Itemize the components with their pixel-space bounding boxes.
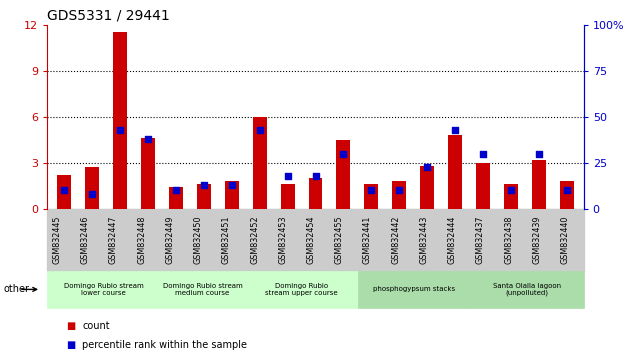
Text: GSM832439: GSM832439 [533, 216, 541, 264]
Point [506, 188, 516, 193]
Bar [448, 135, 462, 209]
Bar [57, 175, 71, 209]
Text: GDS5331 / 29441: GDS5331 / 29441 [47, 8, 170, 22]
Text: ■: ■ [66, 340, 76, 350]
Point [367, 188, 377, 193]
Text: Domingo Rubio
stream upper course: Domingo Rubio stream upper course [265, 283, 338, 296]
Text: GSM832451: GSM832451 [222, 216, 231, 264]
Text: GSM832446: GSM832446 [81, 216, 90, 264]
Text: percentile rank within the sample: percentile rank within the sample [82, 340, 247, 350]
Text: GSM832448: GSM832448 [137, 216, 146, 264]
Point [59, 188, 69, 193]
Text: GSM832438: GSM832438 [504, 216, 513, 264]
Text: GSM832437: GSM832437 [476, 216, 485, 264]
Point [283, 173, 293, 178]
Text: GSM832443: GSM832443 [420, 216, 428, 264]
Bar [85, 167, 99, 209]
Bar [532, 160, 546, 209]
Bar [504, 184, 518, 209]
Point [310, 173, 321, 178]
Point [227, 182, 237, 188]
Text: GSM832454: GSM832454 [307, 216, 316, 264]
Point [115, 127, 125, 132]
Bar [364, 184, 379, 209]
Text: Santa Olalla lagoon
(unpolluted): Santa Olalla lagoon (unpolluted) [493, 282, 562, 296]
Point [394, 188, 404, 193]
Bar [113, 33, 127, 209]
Bar [197, 184, 211, 209]
Text: ■: ■ [66, 321, 76, 331]
Point [478, 151, 488, 156]
Text: GSM832447: GSM832447 [109, 216, 118, 264]
Text: GSM832455: GSM832455 [334, 216, 344, 264]
Point [87, 191, 97, 197]
Point [171, 188, 181, 193]
Text: GSM832449: GSM832449 [165, 216, 174, 264]
Bar [392, 181, 406, 209]
Bar [252, 117, 267, 209]
Bar [420, 166, 434, 209]
Bar [560, 181, 574, 209]
Point [143, 136, 153, 142]
Bar [225, 181, 239, 209]
Bar [476, 163, 490, 209]
Text: other: other [3, 284, 29, 295]
Point [450, 127, 460, 132]
Text: GSM832441: GSM832441 [363, 216, 372, 264]
Bar [281, 184, 295, 209]
Text: GSM832444: GSM832444 [447, 216, 457, 264]
Point [562, 188, 572, 193]
Text: GSM832440: GSM832440 [560, 216, 570, 264]
Point [199, 182, 209, 188]
FancyArrowPatch shape [21, 287, 37, 291]
Text: GSM832452: GSM832452 [250, 216, 259, 264]
Text: phosphogypsum stacks: phosphogypsum stacks [374, 286, 456, 292]
Point [422, 164, 432, 169]
Text: GSM832442: GSM832442 [391, 216, 400, 264]
Point [534, 151, 544, 156]
Text: GSM832450: GSM832450 [194, 216, 203, 264]
Text: GSM832445: GSM832445 [52, 216, 61, 264]
Text: GSM832453: GSM832453 [278, 216, 287, 264]
Bar [141, 138, 155, 209]
Text: count: count [82, 321, 110, 331]
Bar [169, 187, 183, 209]
Point [254, 127, 264, 132]
Point [338, 151, 348, 156]
Text: Domingo Rubio stream
lower course: Domingo Rubio stream lower course [64, 283, 144, 296]
Bar [336, 140, 350, 209]
Bar [309, 178, 322, 209]
Text: Domingo Rubio stream
medium course: Domingo Rubio stream medium course [163, 283, 242, 296]
